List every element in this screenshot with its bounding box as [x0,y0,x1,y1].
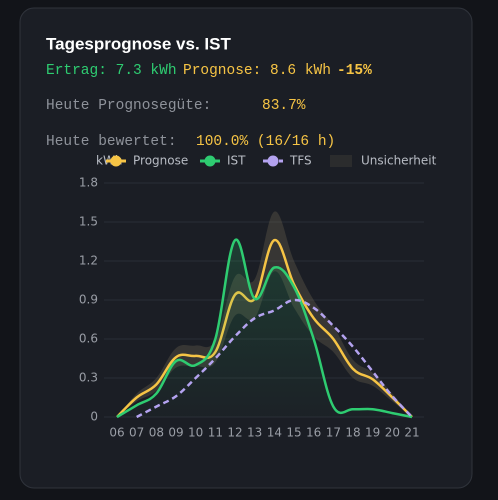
x-tick-label: 17 [326,426,341,440]
bewertet-value: 100.0% (16/16 h) [196,134,335,150]
legend-label[interactable]: Unsicherheit [361,154,437,168]
legend-box [330,155,352,167]
series-line [116,238,413,418]
y-tick-label: 0.6 [79,332,98,346]
x-tick-label: 08 [149,426,164,440]
x-tick-label: 16 [306,426,321,440]
x-tick-label: 15 [286,426,301,440]
legend-label[interactable]: Prognose [133,154,188,168]
x-tick-label: 12 [227,426,242,440]
y-tick-label: 0 [90,410,98,424]
x-tick-label: 11 [208,426,223,440]
legend-label[interactable]: IST [227,154,246,168]
ertrag: Ertrag: 7.3 kWh [46,63,177,79]
series-line [116,238,413,419]
guete-value: 83.7% [262,98,306,114]
x-tick-label: 09 [168,426,183,440]
x-tick-label: 21 [404,426,419,440]
x-tick-label: 20 [385,426,400,440]
legend-dot [267,155,279,167]
y-tick-label: 0.3 [79,371,98,385]
legend-dot [204,155,216,167]
y-tick-label: 1.2 [79,254,98,268]
area-fill [117,239,412,417]
legend-dot [110,155,122,167]
x-tick-label: 13 [247,426,262,440]
abweichung: -15% [337,63,372,79]
guete-label: Heute Prognosegüte: [46,98,211,114]
series-line [136,298,413,419]
x-tick-label: 18 [345,426,360,440]
card-title: Tagesprognose vs. IST [46,34,231,53]
x-tick-label: 19 [365,426,380,440]
card [19,7,473,489]
y-tick-label: 1.8 [79,176,98,190]
y-tick-label: 1.5 [79,215,98,229]
x-tick-label: 06 [109,426,124,440]
legend-label[interactable]: TFS [289,154,312,168]
bewertet-label: Heute bewertet: [46,134,177,150]
x-tick-label: 14 [267,426,282,440]
x-tick-label: 07 [129,426,144,440]
y-tick-label: 0.9 [79,293,98,307]
prognose: Prognose: 8.6 kWh [183,63,331,79]
x-tick-label: 10 [188,426,203,440]
